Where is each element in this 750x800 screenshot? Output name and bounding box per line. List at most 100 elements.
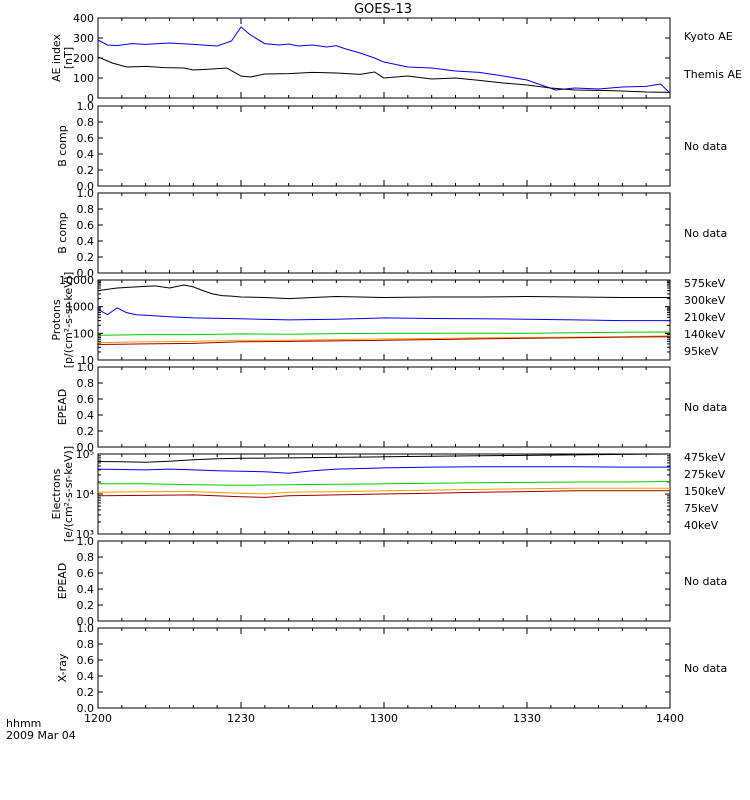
y-tick-label: 0.4 [77,235,95,248]
panel-electrons: 10³ 10⁴ 10⁵ Electrons [e/(cm²-s-sr-keV)] 475k… [50,446,726,542]
y-tick-label: 0.4 [77,409,95,422]
series-line-75kev [97,466,670,474]
legend-entry: 75keV [684,502,719,515]
y-tick-label: 0.4 [77,583,95,596]
panel-frame [97,17,671,99]
panel-protons: 10 100 1000 10000 Protons [p/(cm²-s-sr-keV)] 5… [50,272,726,369]
x-tick-label: 1300 [370,712,398,725]
y-axis-label: X-ray [56,653,69,682]
y-axis-label: [e/(cm²-s-sr-keV)] [62,446,75,542]
y-tick-label: 0.2 [77,686,95,699]
y-axis-label: B comp [56,212,69,254]
legend-entry: 275keV [684,468,726,481]
legend-entry: 575keV [684,277,726,290]
y-axis-label: [nT] [62,47,75,69]
date-label: 2009 Mar 04 [6,729,76,742]
x-tick-label: 1330 [513,712,541,725]
panel-xray: 0.0 0.2 0.4 0.6 0.8 1.0 X-ray No data [56,622,727,715]
panel-frame [97,105,671,187]
series-line-210kev [97,331,671,336]
y-tick-label: 1.0 [77,361,95,374]
y-tick-label: 10000 [59,274,94,287]
legend-entry: Kyoto AE [684,30,733,43]
series-line-300kev [97,335,671,344]
y-tick-label: 0.8 [77,638,95,651]
panel-epead1: 0.0 0.2 0.4 0.6 0.8 1.0 EPEAD No data [56,361,727,454]
y-tick-label: 0.8 [77,551,95,564]
y-tick-label: 1.0 [77,100,95,113]
panel-epead2: 0.0 0.2 0.4 0.6 0.8 1.0 EPEAD No data [56,535,727,628]
y-tick-label: 1000 [66,301,94,314]
y-tick-label: 0.2 [77,425,95,438]
y-tick-label: 0.2 [77,599,95,612]
legend-entry: 150keV [684,485,726,498]
panel-bcomp1: 0.0 0.2 0.4 0.6 0.8 1.0 B comp No data [56,100,727,193]
panel-frame [97,366,671,448]
panel-bcomp2: 0.0 0.2 0.4 0.6 0.8 1.0 B comp No data [56,187,727,280]
time-axis-unit-label: hhmm [6,717,41,730]
legend-entry: Themis AE [683,68,742,81]
y-tick-label: 1.0 [77,622,95,635]
panel-frame [97,627,671,709]
y-tick-label: 0.8 [77,116,95,129]
y-tick-label: 1.0 [77,535,95,548]
legend-entry: 210keV [684,311,726,324]
x-tick-label: 1400 [656,712,684,725]
y-tick-label: 1.0 [77,187,95,200]
y-tick-label: 0.2 [77,251,95,264]
x-tick-label: 1200 [84,712,112,725]
legend-entry: 300keV [684,294,726,307]
y-tick-label: 200 [73,52,94,65]
panel-frame [97,192,671,274]
series-line-40kev [97,453,671,463]
series-line-themis-ae [97,56,671,93]
y-tick-label: 0.8 [77,377,95,390]
y-tick-label: 0.4 [77,148,95,161]
y-tick-label: 10⁴ [76,488,95,501]
y-tick-label: 0.6 [77,132,95,145]
plot-title: GOES-13 [354,2,412,17]
y-tick-label: 0.0 [77,441,95,454]
legend-entry: 140keV [684,328,726,341]
y-axis-label: EPEAD [56,389,69,426]
y-axis-label: B comp [56,125,69,167]
y-tick-label: 0.0 [77,180,95,193]
y-axis-label: AE index [50,33,63,82]
y-tick-label: 100 [73,327,94,340]
y-tick-label: 0.6 [77,654,95,667]
series-line-kyoto-ae [97,26,671,94]
panel-frame [97,540,671,622]
no-data-label: No data [684,662,727,675]
y-axis-label: [p/(cm²-s-sr-keV)] [62,272,75,369]
series-line-475kev [97,490,670,498]
legend-entry: 475keV [684,451,726,464]
panel-stack: 0 100 200 300 400 AE index [nT] Kyoto AE Themis … [50,12,742,715]
y-axis-label: EPEAD [56,563,69,600]
series-line-575kev [97,336,671,345]
y-tick-label: 0.8 [77,203,95,216]
no-data-label: No data [684,227,727,240]
y-tick-label: 0.0 [77,267,95,280]
y-tick-label: 100 [73,72,94,85]
y-tick-label: 10 [80,354,94,367]
y-tick-label: 0.6 [77,393,95,406]
y-tick-label: 0.6 [77,567,95,580]
y-tick-label: 400 [73,12,94,25]
panel-ae: 0 100 200 300 400 AE index [nT] Kyoto AE Themis … [50,12,742,105]
y-tick-label: 300 [73,32,94,45]
time-axis: 1200 1230 1300 1330 1400 [84,712,684,725]
series-line-275kev [97,487,670,495]
no-data-label: No data [684,140,727,153]
no-data-label: No data [684,575,727,588]
y-tick-label: 0.2 [77,164,95,177]
y-tick-label: 0 [87,92,94,105]
y-tick-label: 0.6 [77,219,95,232]
series-line-150kev [98,481,671,486]
series-line-140kev [97,307,670,322]
y-axis-label: Electrons [50,468,63,519]
y-tick-label: 10³ [76,528,94,541]
legend-entry: 40keV [684,519,719,532]
series-line-95kev [97,284,670,300]
y-tick-label: 0.4 [77,670,95,683]
